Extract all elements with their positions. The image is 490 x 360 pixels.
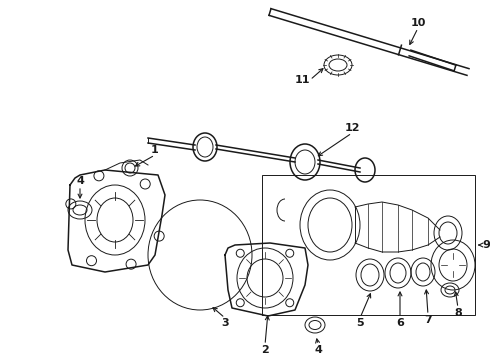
- Text: 11: 11: [294, 75, 310, 85]
- Text: 7: 7: [424, 315, 432, 325]
- Bar: [262, 175, 475, 315]
- Text: 3: 3: [221, 318, 229, 328]
- Text: 8: 8: [454, 308, 462, 318]
- Text: 4: 4: [76, 176, 84, 186]
- Text: 2: 2: [261, 345, 269, 355]
- Text: 1: 1: [151, 145, 159, 155]
- Text: 10: 10: [410, 18, 426, 28]
- Text: 12: 12: [344, 123, 360, 133]
- Text: 9: 9: [482, 240, 490, 250]
- Text: 5: 5: [356, 318, 364, 328]
- Text: 6: 6: [396, 318, 404, 328]
- Text: 4: 4: [314, 345, 322, 355]
